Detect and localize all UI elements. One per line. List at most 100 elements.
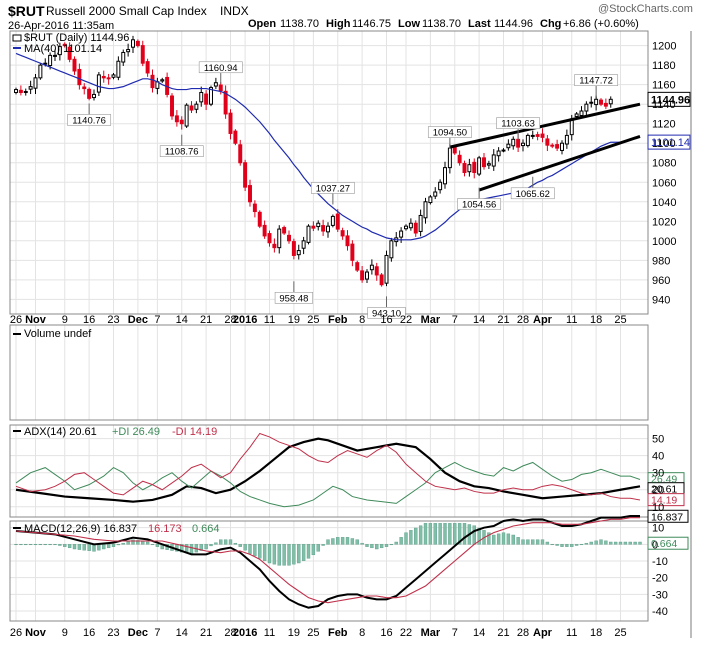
adx-y-tick-label: 40 — [652, 451, 664, 463]
candle-body — [579, 110, 584, 117]
macd-hist-bar — [399, 537, 403, 545]
x-tick-label: 7 — [452, 314, 458, 326]
price-legend-label: $RUT (Daily) 1144.96 — [24, 32, 129, 44]
macd-hist-bar — [560, 544, 564, 547]
candle-body — [530, 134, 535, 137]
macd-hist-bar — [496, 533, 501, 545]
candle-body — [267, 233, 272, 244]
macd-hist-bar — [462, 523, 467, 545]
candle-body — [506, 143, 511, 149]
candle-body — [131, 39, 135, 48]
macd-hist-bar — [228, 539, 233, 545]
macd-hist-bar — [97, 544, 101, 551]
adx-value-tag: 26.49 — [651, 474, 677, 486]
macd-hist-bar — [145, 541, 150, 545]
x-tick-label: 28 — [517, 627, 529, 639]
adx-y-tick-label: 30 — [652, 468, 664, 480]
candle-body — [599, 99, 603, 105]
x-tick-label: 18 — [590, 314, 602, 326]
candle-body — [170, 95, 174, 117]
chg-value: +6.86 (+0.60%) — [563, 18, 639, 30]
macd-hist-bar — [506, 533, 511, 545]
last-value: 1144.96 — [494, 18, 533, 30]
annotation-box — [159, 145, 204, 157]
macd-hist-bar — [150, 544, 155, 546]
x-tick-label: 28 — [517, 314, 529, 326]
macd-hist-bar — [433, 523, 437, 545]
candle-body — [228, 112, 233, 134]
candle-body — [594, 98, 599, 106]
x-tick-label: 23 — [107, 314, 119, 326]
macd-hist-bar — [638, 541, 642, 545]
candle-body — [603, 102, 608, 107]
candle-body — [291, 241, 296, 256]
macd-hist-bar — [301, 544, 306, 561]
price-annotation-label: 958.48 — [279, 293, 308, 304]
macd-hist-bar — [189, 544, 194, 554]
x-tick-label: 14 — [473, 314, 485, 326]
candle-body — [482, 157, 486, 168]
x-tick-label: 14 — [473, 627, 485, 639]
plus-di-legend-label: +DI 26.49 — [112, 426, 160, 438]
candle-body — [564, 134, 569, 145]
candle-body — [477, 157, 482, 175]
macd-hist-bar — [501, 532, 506, 545]
macd-hist-bar — [126, 541, 130, 545]
macd-hist-bar — [618, 541, 623, 545]
volume-panel-frame — [9, 324, 649, 421]
macd-y-tick-label: -10 — [652, 556, 668, 568]
candle-body — [501, 149, 506, 152]
macd-hist-bar — [106, 544, 111, 549]
macd-hist-bar — [116, 544, 121, 546]
candle-body — [57, 46, 62, 56]
price-annotation-label: 1094.50 — [433, 128, 467, 139]
candle-body — [48, 54, 53, 67]
signal-line — [15, 517, 640, 604]
candle-body — [282, 227, 287, 234]
x-tick-label: 7 — [154, 314, 160, 326]
macd-hist-bar — [316, 544, 320, 552]
macd-y-tick-label: -30 — [652, 589, 668, 601]
x-tick-label: 7 — [452, 627, 458, 639]
candle-body — [379, 274, 384, 286]
macd-hist-bar — [472, 525, 476, 545]
macd-hist-bar — [570, 544, 574, 547]
last-price-tag: 1144.96 — [651, 94, 690, 106]
macd-hist-bar — [336, 537, 340, 545]
macd-hist-bar — [243, 544, 247, 551]
macd-hist-bar — [248, 544, 252, 554]
x-tick-label: 7 — [154, 627, 160, 639]
price-y-tick-label: 1160 — [652, 80, 676, 92]
x-tick-label: 26 — [10, 314, 22, 326]
candle-body — [287, 234, 291, 242]
annotation-box — [510, 187, 555, 200]
candle-body — [330, 215, 335, 226]
candle-body — [350, 243, 355, 261]
macd-hist-bar — [628, 541, 632, 545]
price-y-tick-label: 1200 — [652, 41, 676, 53]
candle-body — [194, 103, 199, 110]
macd-value-tag-box — [647, 536, 689, 550]
macd-hist-bar — [418, 525, 423, 545]
candle-body — [87, 88, 92, 99]
x-tick-label: 21 — [497, 314, 509, 326]
macd-hist-bar — [180, 544, 184, 553]
candle-body — [306, 225, 311, 243]
macd-hist-bar — [487, 532, 491, 545]
annotation-box — [198, 61, 243, 74]
x-tick-label: 16 — [83, 627, 95, 639]
macd-value-tag-box — [647, 509, 689, 523]
macd-hist-bar — [58, 544, 62, 546]
macd-hist-bar — [579, 544, 584, 546]
macd-hist-bar — [19, 544, 23, 546]
candle-body — [433, 191, 438, 197]
macd-hist-bar — [326, 539, 330, 545]
annotation-box — [310, 182, 355, 194]
candle-body — [301, 240, 306, 249]
x-tick-label: 2016 — [233, 314, 257, 326]
candle-body — [38, 64, 43, 79]
macd-hist-bar — [43, 544, 47, 546]
x-tick-label: Feb — [328, 314, 348, 326]
candle-body — [14, 89, 18, 93]
candle-body — [135, 40, 140, 47]
